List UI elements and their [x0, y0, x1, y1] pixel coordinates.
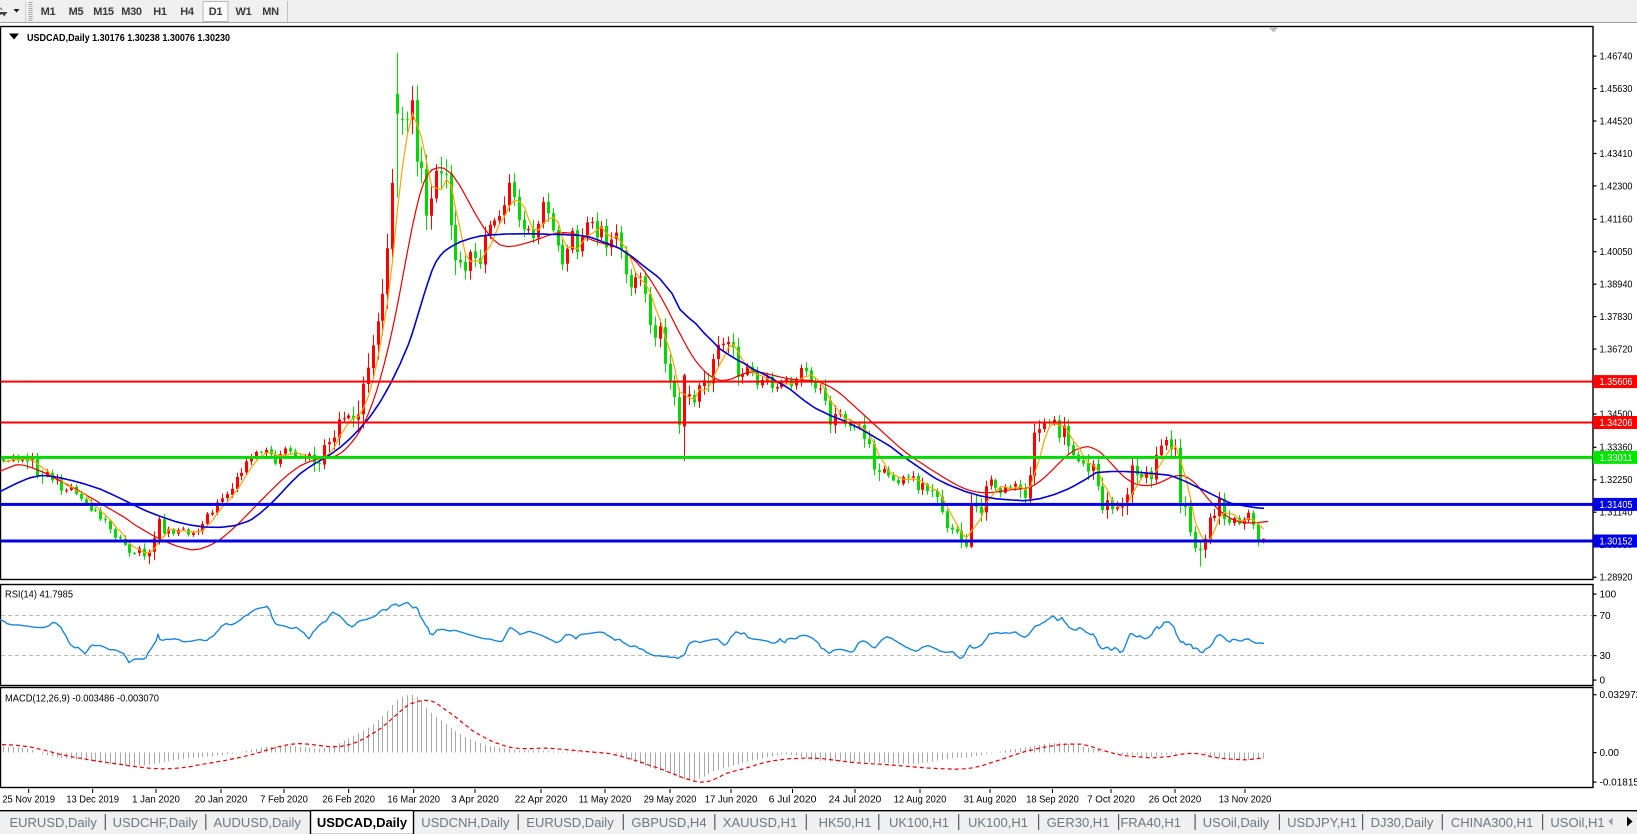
svg-text:29 May 2020: 29 May 2020: [644, 795, 697, 806]
svg-text:1.35606: 1.35606: [1600, 377, 1633, 388]
svg-text:0.032972: 0.032972: [1600, 690, 1637, 701]
svg-text:3 Apr 2020: 3 Apr 2020: [451, 795, 499, 806]
svg-text:16 Mar 2020: 16 Mar 2020: [387, 795, 440, 806]
svg-text:HK50,H1: HK50,H1: [819, 815, 872, 830]
svg-text:GBPUSD,H4: GBPUSD,H4: [631, 815, 706, 830]
svg-text:XAUUSD,H1: XAUUSD,H1: [723, 815, 797, 830]
svg-text:100: 100: [1600, 590, 1617, 601]
svg-text:13 Nov 2020: 13 Nov 2020: [1219, 795, 1272, 806]
svg-text:12 Aug 2020: 12 Aug 2020: [894, 795, 947, 806]
svg-text:1.44520: 1.44520: [1600, 116, 1633, 127]
svg-text:USOil,H1: USOil,H1: [1550, 815, 1604, 830]
svg-text:M1: M1: [41, 6, 56, 18]
svg-text:1.31140: 1.31140: [1600, 508, 1633, 519]
svg-text:0: 0: [1600, 676, 1606, 687]
svg-text:70: 70: [1600, 611, 1612, 622]
svg-text:1.28920: 1.28920: [1600, 573, 1633, 584]
svg-text:30: 30: [1600, 651, 1612, 662]
svg-text:25 Nov 2019: 25 Nov 2019: [2, 795, 55, 806]
svg-text:20 Jan 2020: 20 Jan 2020: [195, 795, 248, 806]
svg-text:1.32250: 1.32250: [1600, 475, 1633, 486]
svg-text:1.38940: 1.38940: [1600, 280, 1633, 291]
svg-text:1.41160: 1.41160: [1600, 215, 1633, 226]
svg-text:1.33011: 1.33011: [1600, 453, 1633, 464]
svg-text:18 Sep 2020: 18 Sep 2020: [1026, 795, 1079, 806]
svg-text:1.37830: 1.37830: [1600, 312, 1633, 323]
svg-text:0.00: 0.00: [1600, 748, 1620, 759]
svg-text:22 Apr 2020: 22 Apr 2020: [515, 795, 568, 806]
svg-text:USDJPY,H1: USDJPY,H1: [1287, 815, 1357, 830]
svg-text:24 Jul 2020: 24 Jul 2020: [829, 795, 882, 806]
svg-text:1.43410: 1.43410: [1600, 149, 1633, 160]
svg-text:M15: M15: [93, 6, 114, 18]
svg-text:USOil,Daily: USOil,Daily: [1203, 815, 1270, 830]
svg-text:DJ30,Daily: DJ30,Daily: [1371, 815, 1434, 830]
svg-text:W1: W1: [236, 6, 252, 18]
svg-text:UK100,H1: UK100,H1: [889, 815, 949, 830]
svg-text:1.45630: 1.45630: [1600, 84, 1633, 95]
svg-text:26 Feb 2020: 26 Feb 2020: [322, 795, 375, 806]
svg-text:M5: M5: [69, 6, 84, 18]
svg-text:13 Dec 2019: 13 Dec 2019: [66, 795, 119, 806]
svg-text:1.46740: 1.46740: [1600, 52, 1633, 63]
svg-text:USDCAD,Daily: USDCAD,Daily: [317, 815, 408, 830]
svg-text:D1: D1: [209, 6, 223, 18]
svg-text:MACD(12,26,9) -0.003486 -0.003: MACD(12,26,9) -0.003486 -0.003070: [5, 694, 159, 705]
svg-text:1.34500: 1.34500: [1600, 409, 1633, 420]
svg-text:M30: M30: [121, 6, 142, 18]
svg-text:AUDUSD,Daily: AUDUSD,Daily: [213, 815, 301, 830]
svg-text:1.34206: 1.34206: [1600, 418, 1633, 429]
svg-text:-0.018154: -0.018154: [1600, 778, 1637, 789]
svg-text:7 Oct 2020: 7 Oct 2020: [1087, 795, 1135, 806]
svg-text:6 Jul 2020: 6 Jul 2020: [769, 795, 817, 806]
svg-text:11 May 2020: 11 May 2020: [579, 795, 632, 806]
svg-text:17 Jun 2020: 17 Jun 2020: [705, 795, 758, 806]
svg-text:1.31405: 1.31405: [1600, 500, 1633, 511]
svg-text:UK100,H1: UK100,H1: [968, 815, 1028, 830]
svg-text:1.30152: 1.30152: [1600, 537, 1633, 548]
svg-text:31 Aug 2020: 31 Aug 2020: [964, 795, 1017, 806]
svg-text:EURUSD,Daily: EURUSD,Daily: [9, 815, 97, 830]
svg-text:H1: H1: [153, 6, 167, 18]
svg-text:RSI(14) 41.7985: RSI(14) 41.7985: [5, 590, 73, 601]
svg-text:7 Feb 2020: 7 Feb 2020: [260, 795, 308, 806]
svg-text:1.42300: 1.42300: [1600, 181, 1633, 192]
svg-text:1.40050: 1.40050: [1600, 247, 1633, 258]
svg-text:GER30,H1: GER30,H1: [1047, 815, 1110, 830]
svg-text:USDCHF,Daily: USDCHF,Daily: [113, 815, 199, 830]
svg-text:EURUSD,Daily: EURUSD,Daily: [526, 815, 614, 830]
svg-text:26 Oct 2020: 26 Oct 2020: [1149, 795, 1202, 806]
svg-text:FRA40,H1: FRA40,H1: [1120, 815, 1181, 830]
svg-text:1.33360: 1.33360: [1600, 443, 1633, 454]
svg-text:CHINA300,H1: CHINA300,H1: [1451, 815, 1533, 830]
svg-text:MN: MN: [262, 6, 279, 18]
svg-text:1.36720: 1.36720: [1600, 345, 1633, 356]
svg-text:USDCNH,Daily: USDCNH,Daily: [421, 815, 510, 830]
svg-text:USDCAD,Daily 1.30176 1.30238: USDCAD,Daily 1.30176 1.30238 1.30076 1.3…: [27, 32, 230, 44]
svg-text:1 Jan 2020: 1 Jan 2020: [132, 795, 180, 806]
svg-text:H4: H4: [180, 6, 195, 18]
